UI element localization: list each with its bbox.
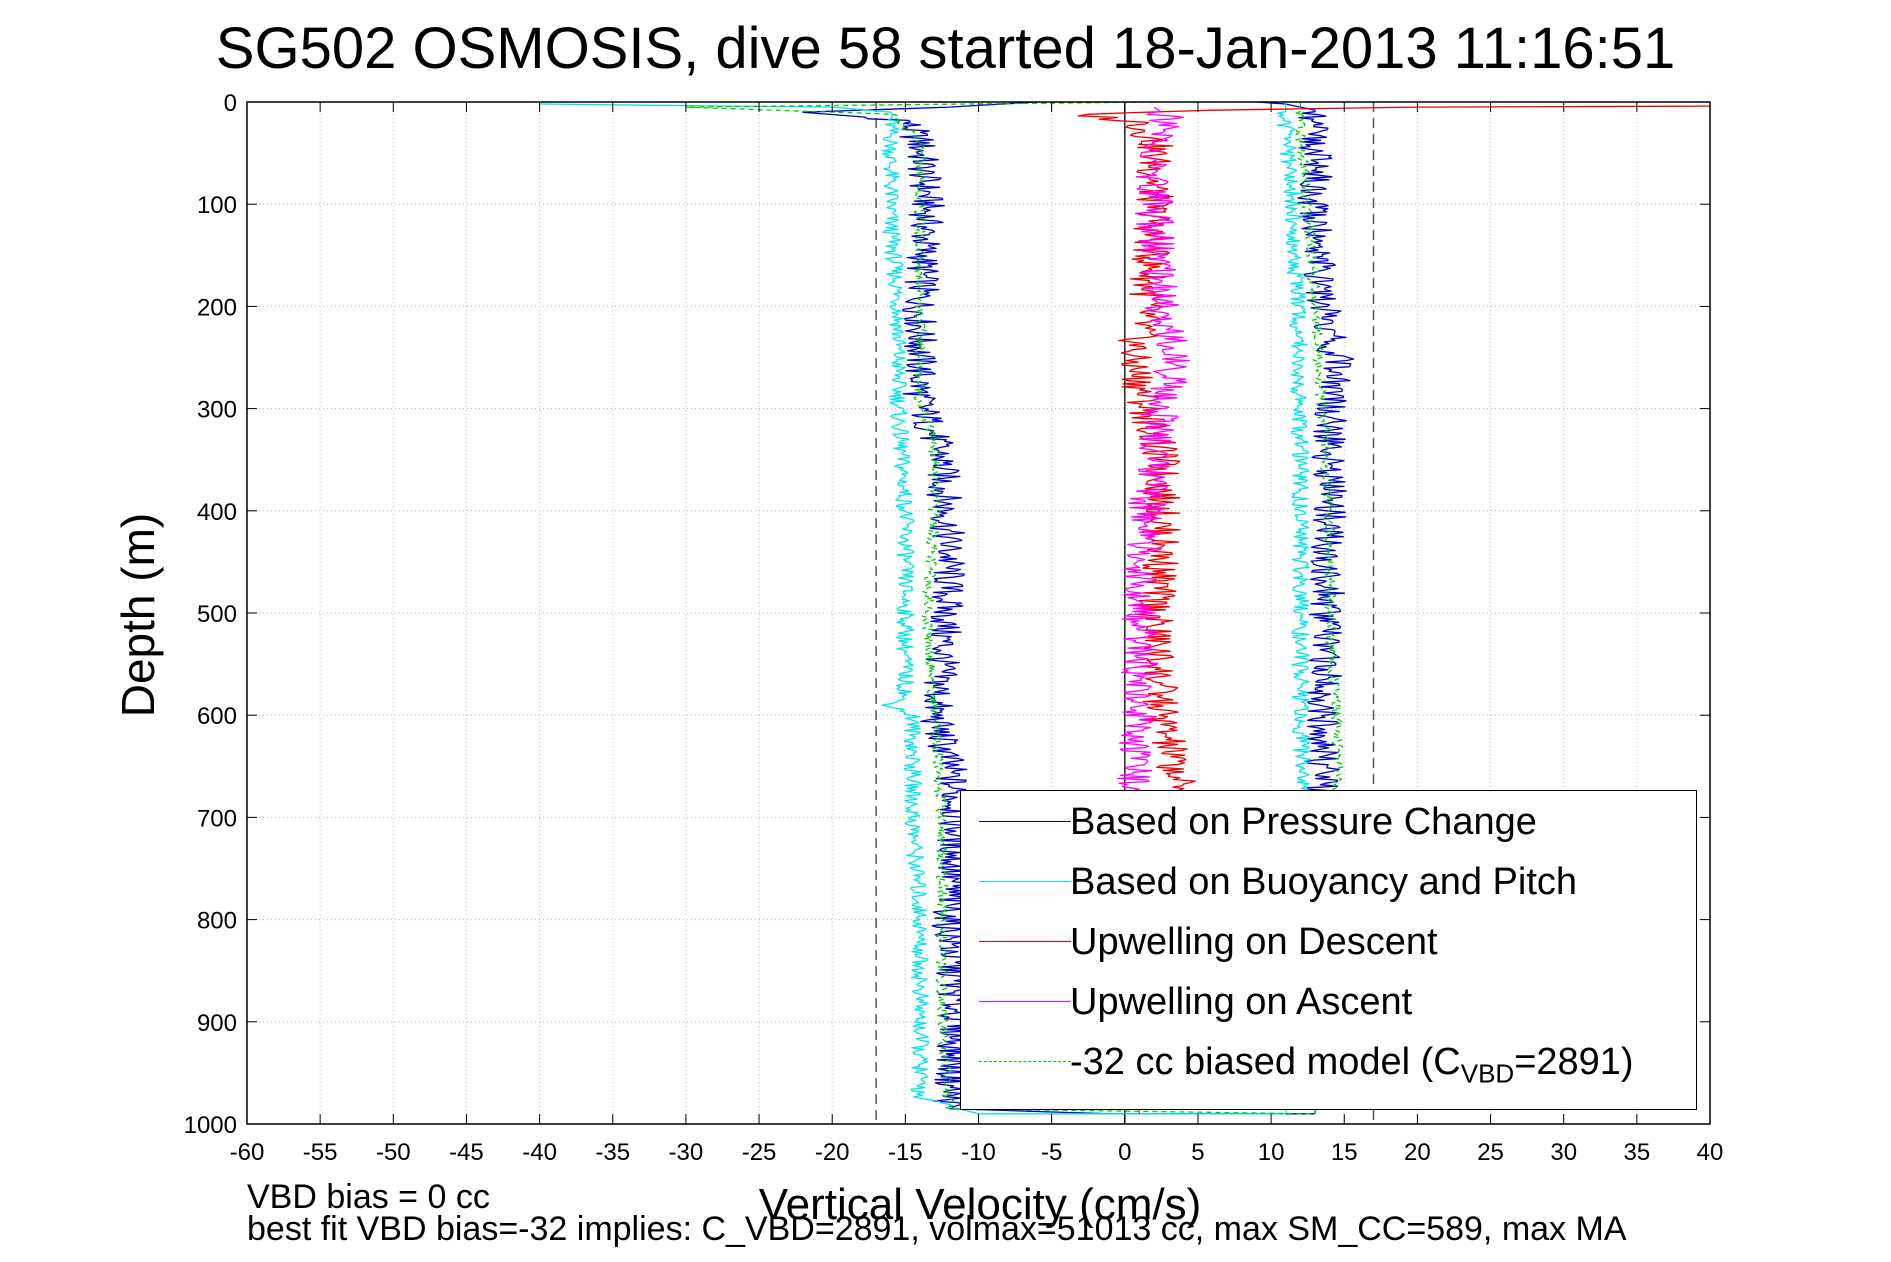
legend-entry-descent: Upwelling on Descent bbox=[961, 911, 1696, 971]
legend-swatch-model bbox=[979, 1061, 1071, 1062]
x-tick-label: -25 bbox=[742, 1139, 777, 1166]
x-axis-label: Vertical Velocity (cm/s) bbox=[758, 1180, 1202, 1229]
y-tick-label: 1000 bbox=[184, 1112, 237, 1139]
x-tick-label: 0 bbox=[1118, 1139, 1131, 1166]
x-tick-label: -55 bbox=[303, 1139, 338, 1166]
legend: Based on Pressure Change Based on Buoyan… bbox=[960, 790, 1697, 1110]
x-tick-label: -50 bbox=[376, 1139, 411, 1166]
legend-model-subscript: VBD bbox=[1460, 1058, 1515, 1089]
chart-title: SG502 OSMOSIS, dive 58 started 18-Jan-20… bbox=[215, 16, 1676, 81]
y-tick-label: 600 bbox=[197, 703, 237, 730]
legend-label-descent: Upwelling on Descent bbox=[1070, 921, 1438, 963]
legend-label-buoyancy: Based on Buoyancy and Pitch bbox=[1070, 861, 1578, 903]
legend-swatch-descent bbox=[979, 941, 1071, 942]
legend-entry-buoyancy: Based on Buoyancy and Pitch bbox=[961, 851, 1696, 911]
x-tick-label: -10 bbox=[961, 1139, 996, 1166]
x-tick-label: 10 bbox=[1258, 1139, 1285, 1166]
y-tick-label: 800 bbox=[197, 908, 237, 935]
series-line-2 bbox=[539, 102, 1314, 1115]
x-tick-label: 5 bbox=[1191, 1139, 1204, 1166]
x-tick-label: 35 bbox=[1623, 1139, 1650, 1166]
y-tick-label: 900 bbox=[197, 1010, 237, 1037]
y-tick-label: 200 bbox=[197, 294, 237, 321]
y-tick-label: 300 bbox=[197, 397, 237, 424]
series-line-5 bbox=[685, 101, 1344, 1115]
y-axis-label: Depth (m) bbox=[112, 512, 164, 718]
legend-swatch-buoyancy bbox=[979, 881, 1071, 882]
x-tick-label: -35 bbox=[595, 1139, 630, 1166]
x-tick-label: -40 bbox=[522, 1139, 557, 1166]
y-tick-label: 0 bbox=[224, 90, 237, 117]
legend-entry-model: -32 cc biased model (CVBD=2891) bbox=[961, 1031, 1696, 1091]
best-fit-note: best fit VBD bias=-32 implies: C_VBD=289… bbox=[247, 1210, 1627, 1248]
vbd-bias-note: VBD bias = 0 cc bbox=[247, 1178, 490, 1216]
legend-swatch-ascent bbox=[979, 1001, 1071, 1002]
legend-swatch-pressure bbox=[979, 821, 1071, 822]
x-tick-label: -30 bbox=[669, 1139, 704, 1166]
y-tick-label: 700 bbox=[197, 805, 237, 832]
x-tick-label: 40 bbox=[1697, 1139, 1724, 1166]
legend-entry-pressure: Based on Pressure Change bbox=[961, 791, 1696, 851]
legend-model-prefix: -32 cc biased model (C bbox=[1070, 1041, 1461, 1083]
y-tick-label: 400 bbox=[197, 499, 237, 526]
x-tick-label: 15 bbox=[1331, 1139, 1358, 1166]
y-tick-label: 100 bbox=[197, 192, 237, 219]
legend-label-model: -32 cc biased model (CVBD=2891) bbox=[1070, 1041, 1634, 1090]
y-tick-label: 500 bbox=[197, 601, 237, 628]
x-tick-label: -5 bbox=[1041, 1139, 1062, 1166]
legend-entry-ascent: Upwelling on Ascent bbox=[961, 971, 1696, 1031]
x-tick-label: 30 bbox=[1550, 1139, 1577, 1166]
x-tick-label: -15 bbox=[888, 1139, 923, 1166]
x-tick-label: 25 bbox=[1477, 1139, 1504, 1166]
x-tick-label: -60 bbox=[230, 1139, 265, 1166]
legend-label-ascent: Upwelling on Ascent bbox=[1070, 981, 1413, 1023]
x-tick-label: -20 bbox=[815, 1139, 850, 1166]
legend-label-pressure: Based on Pressure Change bbox=[1070, 801, 1537, 843]
legend-model-suffix: =2891) bbox=[1514, 1041, 1634, 1083]
x-tick-label: -45 bbox=[449, 1139, 484, 1166]
x-tick-label: 20 bbox=[1404, 1139, 1431, 1166]
